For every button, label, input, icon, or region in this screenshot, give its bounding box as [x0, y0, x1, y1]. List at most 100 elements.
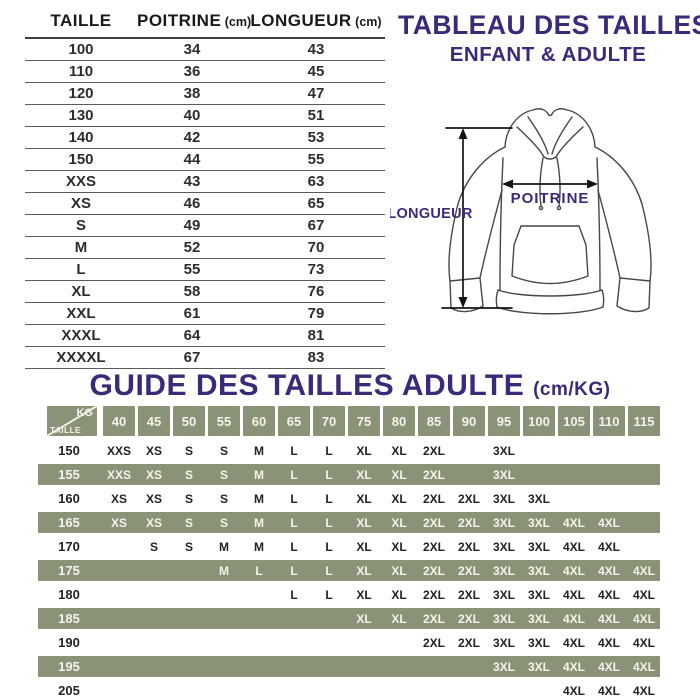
size-table-row: S 49 67 [25, 214, 385, 237]
size-table-cell: 81 [247, 324, 385, 347]
size-cell: 2XL [422, 491, 445, 506]
size-table-cell: 58 [137, 280, 247, 303]
size-cell: XS [145, 491, 162, 506]
size-cell: 2XL [422, 443, 445, 458]
size-cell: 2XL [457, 611, 480, 626]
height-label: 165 [58, 515, 80, 530]
size-cell: 4XL [632, 635, 655, 650]
size-cell: L [325, 539, 333, 554]
size-table-cell: 43 [137, 170, 247, 193]
size-table-cell: 46 [137, 192, 247, 215]
size-table-row: 110 36 45 [25, 60, 385, 83]
size-table-cell: 83 [247, 346, 385, 369]
size-cell: 4XL [632, 611, 655, 626]
size-cell: 3XL [527, 491, 550, 506]
kg-column-header: 95 [488, 406, 520, 436]
size-cell: L [290, 587, 298, 602]
height-label: 205 [58, 683, 80, 698]
child-adult-size-table: TAILLE POITRINE (cm) LONGUEUR (cm) 100 34 43… [25, 8, 385, 369]
size-table-cell: 45 [247, 60, 385, 83]
size-cell: 4XL [562, 563, 585, 578]
size-cell: XXS [106, 467, 131, 482]
size-table-cell: M [25, 236, 137, 259]
size-cell: XL [356, 443, 372, 458]
size-cell: 2XL [457, 587, 480, 602]
size-table-row: XXXXL 67 83 [25, 346, 385, 369]
guide-table-row: 170 S S M M L L XL XL 2XL 2XL 3XL 3XL 4XL 4XL [38, 536, 660, 557]
kg-column-header: 70 [313, 406, 345, 436]
corner-taille-label: TAILLE [50, 425, 81, 435]
size-cell: L [325, 443, 333, 458]
size-cell: M [219, 563, 229, 578]
size-cell: XL [356, 467, 372, 482]
size-table-cell: 51 [247, 104, 385, 127]
size-cell: L [290, 563, 298, 578]
size-table-cell: 44 [137, 148, 247, 171]
size-cell: 4XL [597, 611, 620, 626]
size-table-row: XS 46 65 [25, 192, 385, 215]
size-cell: 4XL [597, 563, 620, 578]
kg-column-header: 45 [138, 406, 170, 436]
kg-column-header: 55 [208, 406, 240, 436]
kg-column-header: 105 [558, 406, 590, 436]
size-cell: L [290, 491, 298, 506]
size-cell: 4XL [597, 683, 620, 698]
size-cell: 3XL [492, 539, 515, 554]
size-cell: L [325, 515, 333, 530]
size-cell: 3XL [492, 587, 515, 602]
size-cell: S [184, 443, 193, 458]
size-cell: M [254, 443, 264, 458]
size-cell: 4XL [562, 683, 585, 698]
size-cell: S [219, 491, 228, 506]
size-cell: XL [391, 467, 407, 482]
size-table-cell: XXL [25, 302, 137, 325]
size-cell: 2XL [457, 515, 480, 530]
guide-table-row: 185 XL XL 2XL 2XL 3XL 3XL 4XL 4XL 4XL [38, 608, 660, 629]
size-cell: 4XL [597, 515, 620, 530]
size-cell: L [325, 467, 333, 482]
size-cell: 3XL [527, 659, 550, 674]
size-cell: 4XL [562, 539, 585, 554]
size-table-row: M 52 70 [25, 236, 385, 259]
size-table-cell: XXXL [25, 324, 137, 347]
size-cell: XL [391, 491, 407, 506]
size-cell: L [325, 563, 333, 578]
size-cell: XS [145, 467, 162, 482]
size-table-row: XXS 43 63 [25, 170, 385, 193]
size-cell: 3XL [492, 563, 515, 578]
column-header-label: LONGUEUR [250, 11, 352, 30]
size-cell: S [219, 467, 228, 482]
kg-column-header: 85 [418, 406, 450, 436]
size-cell: XL [356, 491, 372, 506]
size-table-cell: 53 [247, 126, 385, 149]
guide-table-row: 180 L L XL XL 2XL 2XL 3XL 3XL 4XL 4XL 4XL [38, 584, 660, 605]
height-label: 185 [58, 611, 80, 626]
size-cell: 4XL [632, 563, 655, 578]
size-table-row: 150 44 55 [25, 148, 385, 171]
size-cell: 3XL [492, 467, 515, 482]
height-label: 190 [58, 635, 80, 650]
size-cell: L [255, 563, 263, 578]
size-cell: L [290, 467, 298, 482]
size-cell: 4XL [562, 515, 585, 530]
guide-table-row: 155 XXS XS S S M L L XL XL 2XL 3XL [38, 464, 660, 485]
size-cell: XL [391, 563, 407, 578]
column-header-label: POITRINE [137, 11, 222, 30]
size-table-cell: 36 [137, 60, 247, 83]
size-cell: 3XL [527, 563, 550, 578]
kg-column-header: 110 [593, 406, 625, 436]
height-label: 195 [58, 659, 80, 674]
size-table-cell: 100 [25, 38, 137, 61]
size-cell: L [290, 539, 298, 554]
size-table-cell: 55 [247, 148, 385, 171]
size-table-cell: L [25, 258, 137, 281]
size-cell: XL [391, 587, 407, 602]
size-cell: 2XL [422, 515, 445, 530]
size-cell: XS [110, 515, 127, 530]
size-table-cell: 52 [137, 236, 247, 259]
column-header-label: TAILLE [50, 11, 112, 30]
size-cell: 4XL [597, 587, 620, 602]
guide-table-row: 160 XS XS S S M L L XL XL 2XL 2XL 3XL 3XL [38, 488, 660, 509]
size-cell: XS [145, 443, 162, 458]
size-cell: M [254, 539, 264, 554]
